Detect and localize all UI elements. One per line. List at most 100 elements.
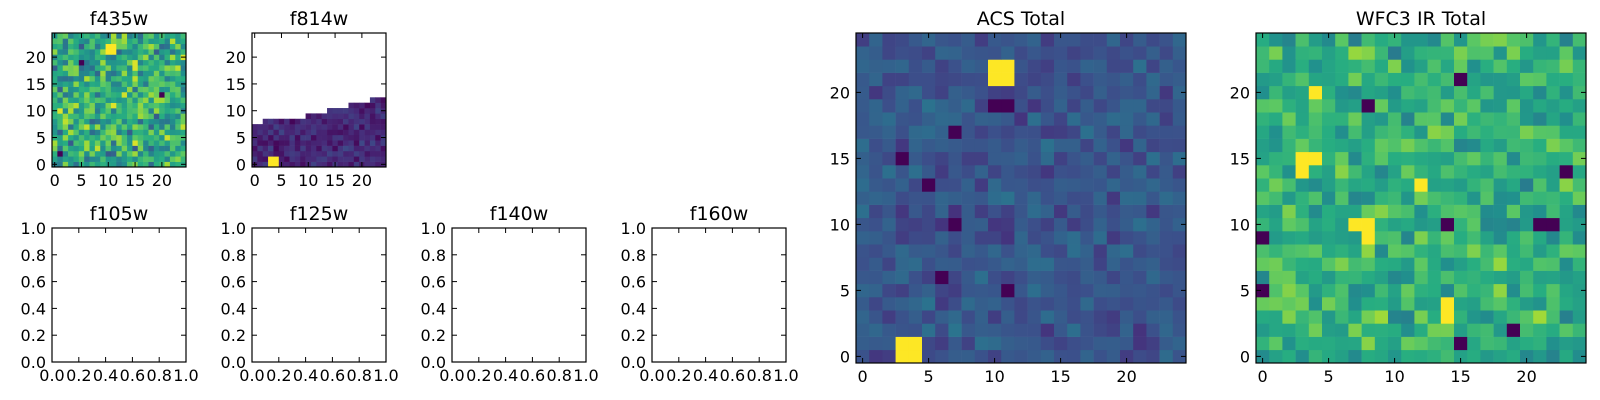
heatmap-cell [148, 65, 155, 71]
heatmap-cell [1520, 72, 1534, 87]
heatmap-cell [164, 81, 171, 87]
heatmap-cell [294, 129, 301, 136]
x-tick-label: 15 [325, 171, 345, 190]
heatmap-cell [1308, 244, 1323, 258]
heatmap-cell [375, 102, 381, 109]
panel-4: 0.0 0.2 0.4 0.6 0.8 1.00.00.20.40.60.81.0f140… [421, 203, 599, 385]
heatmap-cell [1054, 349, 1068, 364]
heatmap-cell [121, 59, 128, 66]
heatmap-cell [68, 97, 74, 103]
heatmap-cell [1414, 33, 1428, 47]
heatmap-cell [1040, 125, 1055, 139]
heatmap-cell [262, 129, 269, 136]
heatmap-cell [1308, 191, 1323, 205]
heatmap-cell [1067, 336, 1081, 351]
heatmap-cell [988, 85, 1002, 100]
heatmap-cell [1256, 138, 1270, 153]
heatmap-cell [1572, 217, 1587, 232]
heatmap-cell [100, 91, 106, 98]
panel-title: ACS Total [977, 8, 1065, 30]
heatmap-cell [348, 140, 355, 146]
heatmap-cell [1559, 270, 1574, 285]
x-tick-label: 0.0 [439, 366, 464, 385]
heatmap-cell [359, 124, 365, 130]
heatmap-cell [1133, 336, 1147, 351]
heatmap-cell [262, 124, 269, 130]
heatmap-cell [948, 257, 962, 271]
heatmap-cell [1440, 85, 1455, 100]
heatmap-cell [148, 156, 155, 162]
heatmap-cell [57, 118, 64, 125]
heatmap-cell [127, 81, 133, 87]
heatmap-cell [1001, 283, 1015, 298]
heatmap-cell [1506, 244, 1521, 258]
heatmap-cell [935, 323, 949, 337]
heatmap-cell [1256, 59, 1270, 73]
heatmap-cell [78, 54, 85, 61]
heatmap-cell [105, 59, 112, 66]
heatmap-cell [1120, 204, 1134, 219]
heatmap-cell [153, 134, 160, 141]
heatmap-cell [1427, 323, 1442, 337]
heatmap-cell [148, 129, 155, 136]
heatmap-cell [882, 165, 896, 179]
heatmap-cell [882, 59, 896, 73]
heatmap-cell [935, 244, 949, 258]
heatmap-cell [1533, 178, 1547, 192]
heatmap-cell [1282, 217, 1296, 232]
heatmap-cell [1146, 59, 1160, 73]
y-tick-label: 0.8 [221, 246, 246, 265]
heatmap-cell [78, 102, 85, 109]
heatmap-cell [1106, 46, 1121, 60]
heatmap-cell [895, 59, 910, 73]
heatmap-cell [1159, 270, 1174, 285]
heatmap-cell [1572, 257, 1587, 271]
x-tick-label: 1.0 [173, 366, 198, 385]
heatmap-cell [116, 108, 122, 114]
heatmap-cell [375, 108, 381, 114]
heatmap-cell [856, 310, 870, 324]
heatmap-cell [105, 97, 112, 103]
heatmap-cell [1146, 283, 1160, 298]
heatmap-cell [1440, 178, 1455, 192]
heatmap-cell [89, 43, 96, 50]
heatmap-cell [316, 124, 322, 130]
heatmap-cell [1546, 297, 1560, 311]
heatmap-cell [1467, 72, 1481, 87]
heatmap-cell [380, 145, 387, 152]
heatmap-cell [1027, 217, 1042, 232]
heatmap-cell [1388, 191, 1402, 205]
heatmap-cell [321, 134, 328, 141]
heatmap-cell [78, 81, 85, 87]
heatmap-cell [1001, 310, 1015, 324]
heatmap-cell [62, 102, 69, 109]
heatmap-cell [116, 150, 122, 157]
axes-frame [51, 227, 187, 363]
heatmap-cell [316, 140, 322, 146]
heatmap-cell [62, 145, 69, 152]
heatmap-cell [1080, 85, 1094, 100]
heatmap-cell [73, 91, 80, 98]
heatmap-cell [110, 33, 117, 39]
heatmap-cell [1401, 33, 1415, 47]
heatmap-cell [284, 150, 290, 157]
heatmap-cell [116, 43, 122, 50]
heatmap-cell [300, 150, 306, 157]
x-tick-label: 0.6 [720, 366, 745, 385]
heatmap-cell [974, 204, 989, 219]
x-tick-label: 1.0 [373, 366, 398, 385]
heatmap-cell [1493, 85, 1508, 100]
heatmap-cell [1427, 336, 1442, 351]
heatmap-cell [1014, 99, 1028, 113]
heatmap-cell [1269, 72, 1283, 87]
heatmap-cell [1467, 204, 1481, 219]
heatmap-cell [252, 156, 258, 162]
heatmap-cell [132, 59, 139, 66]
heatmap-cell [110, 54, 117, 61]
heatmap-cell [89, 102, 96, 109]
heatmap-cell [1308, 112, 1323, 126]
heatmap-cell [1520, 85, 1534, 100]
heatmap-cell [1282, 283, 1296, 298]
x-tick-label: 0.4 [293, 366, 318, 385]
heatmap-cell [1467, 125, 1481, 139]
